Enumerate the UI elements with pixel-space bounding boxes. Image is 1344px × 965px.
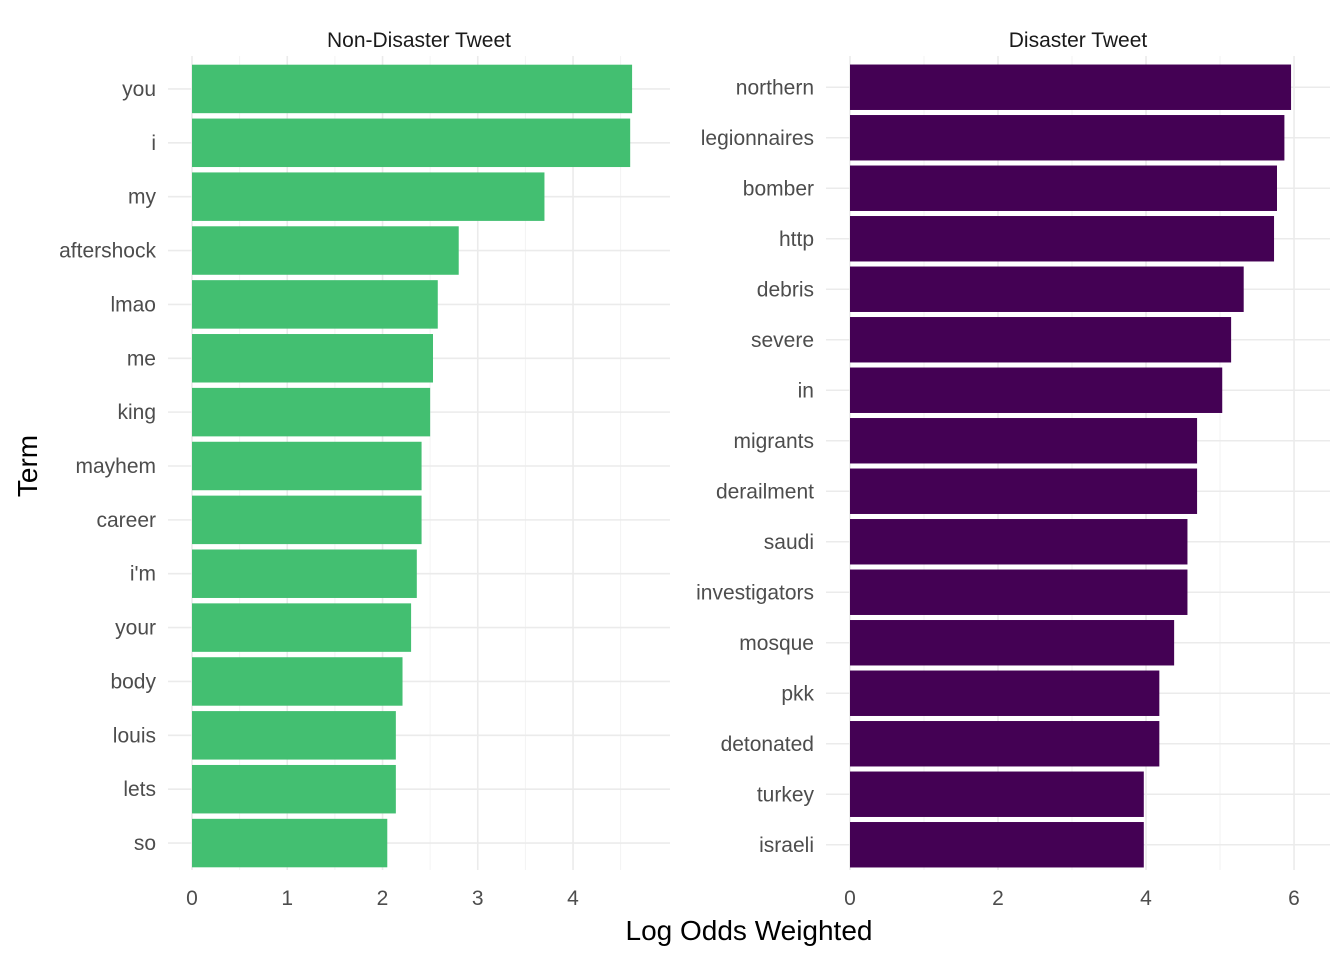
bar-disaster-saudi (850, 519, 1188, 565)
y-tick-label: you (122, 78, 156, 101)
bar-disaster-legionnaires (850, 115, 1285, 161)
bar-disaster-http (850, 216, 1275, 262)
y-tick-label: mosque (739, 632, 814, 655)
x-tick-label: 2 (992, 887, 1004, 910)
y-tick-label: aftershock (59, 240, 156, 263)
panel-non-disaster: you i my aftershock lmao me king mayhem career i'… (59, 29, 670, 910)
y-tick-label: so (134, 832, 156, 855)
facet-title: Disaster Tweet (1009, 29, 1148, 52)
bar-non-disaster-louis (192, 711, 396, 760)
bar-disaster-mosque (850, 620, 1175, 666)
bar-non-disaster-you (192, 64, 633, 114)
y-tick-label: turkey (757, 783, 815, 806)
y-tick-label: severe (751, 329, 814, 352)
y-tick-label: body (110, 670, 156, 693)
y-tick-label: king (117, 401, 156, 424)
bar-disaster-bomber (850, 165, 1277, 211)
bar-disaster-debris (850, 266, 1244, 312)
y-tick-label: derailment (716, 480, 814, 503)
bar-non-disaster-me (192, 334, 434, 383)
bar-disaster-investigators (850, 569, 1188, 615)
y-tick-label: louis (113, 724, 156, 747)
bar-disaster-pkk (850, 670, 1160, 716)
y-tick-label: me (127, 347, 156, 370)
bar-non-disaster-body (192, 657, 403, 706)
x-tick-label: 0 (844, 887, 856, 910)
x-tick-label: 4 (1140, 887, 1152, 910)
panel-disaster: northern legionnaires bomber http debris seve… (696, 29, 1330, 910)
y-tick-label: bomber (743, 177, 814, 200)
x-tick-label: 2 (377, 887, 389, 910)
bar-non-disaster-so (192, 818, 388, 868)
y-tick-label: http (779, 228, 814, 251)
y-tick-label: saudi (764, 531, 814, 554)
bar-non-disaster-aftershock (192, 226, 459, 275)
bar-non-disaster-king (192, 387, 431, 437)
bar-non-disaster-mayhem (192, 441, 422, 491)
bar-non-disaster-lets (192, 764, 396, 814)
y-tick-label: career (96, 509, 156, 532)
x-tick-label: 4 (567, 887, 579, 910)
x-tick-label: 0 (186, 887, 198, 910)
y-tick-label: detonated (721, 733, 814, 756)
y-tick-label: migrants (733, 430, 814, 453)
y-tick-label: your (115, 617, 156, 640)
y-tick-label: in (798, 379, 814, 402)
bar-disaster-northern (850, 64, 1292, 110)
x-tick-label: 6 (1288, 887, 1300, 910)
y-tick-label: lets (123, 778, 156, 801)
bar-disaster-in (850, 367, 1223, 413)
bar-non-disaster-lmao (192, 280, 438, 329)
y-tick-label: lmao (110, 293, 156, 316)
bar-non-disaster-my (192, 172, 545, 221)
y-tick-label: my (128, 186, 156, 209)
bar-non-disaster-i (192, 118, 631, 168)
y-tick-label: i (151, 132, 156, 155)
y-tick-label: debris (757, 278, 814, 301)
bar-disaster-israeli (850, 822, 1144, 868)
y-tick-label: legionnaires (701, 127, 814, 150)
y-tick-label: pkk (781, 682, 814, 705)
bar-non-disaster-your (192, 603, 412, 652)
y-tick-label: israeli (759, 834, 814, 857)
bar-non-disaster-im (192, 549, 417, 598)
bar-disaster-derailment (850, 468, 1198, 514)
bar-non-disaster-career (192, 495, 422, 545)
x-tick-label: 3 (472, 887, 484, 910)
y-tick-label: investigators (696, 581, 814, 604)
x-axis-title: Log Odds Weighted (626, 915, 873, 946)
bar-disaster-migrants (850, 418, 1198, 464)
bar-disaster-detonated (850, 721, 1160, 767)
x-tick-label: 1 (281, 887, 293, 910)
y-tick-label: northern (736, 76, 814, 99)
y-tick-label: i'm (130, 563, 156, 586)
bar-disaster-turkey (850, 771, 1144, 817)
y-tick-label: mayhem (75, 455, 156, 478)
facet-title: Non-Disaster Tweet (327, 29, 511, 52)
bar-disaster-severe (850, 317, 1232, 363)
y-axis-title: Term (12, 435, 43, 497)
